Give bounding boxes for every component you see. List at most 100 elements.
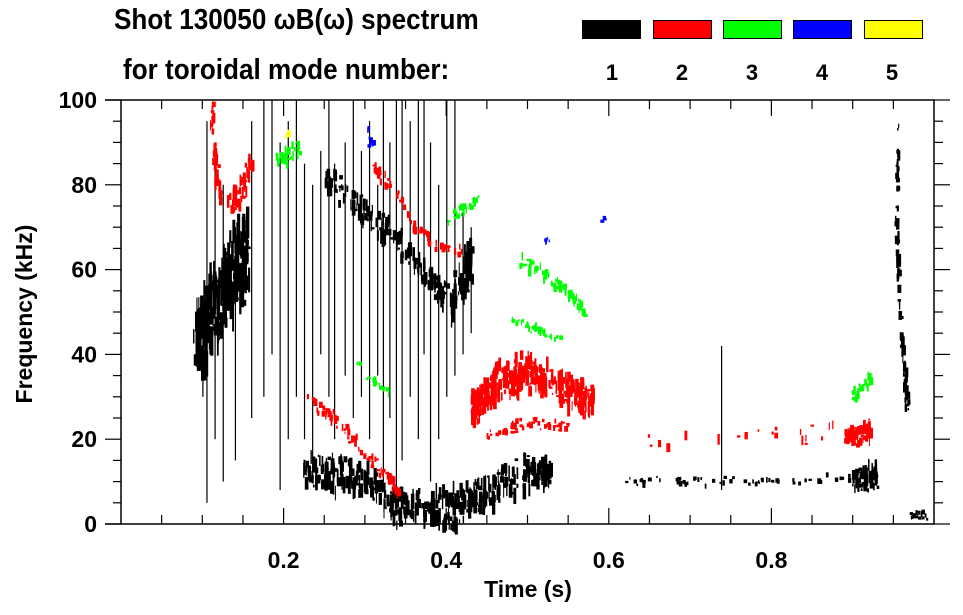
spectral-point-mode-1 [441,497,444,510]
spectral-point-mode-2 [561,421,565,424]
spectral-point-mode-2 [857,440,859,447]
spectral-point-mode-2 [540,372,545,386]
spectral-point-mode-1 [867,488,870,493]
spectral-point-mode-5 [286,132,288,135]
spectral-point-mode-1 [408,261,411,265]
spectral-point-mode-2 [314,398,318,405]
spectral-point-mode-1 [458,501,461,512]
spectral-point-mode-1 [443,291,447,295]
spectral-point-mode-2 [666,443,671,453]
spectral-point-mode-1 [237,245,240,265]
spectral-point-mode-2 [472,396,476,406]
spectral-point-mode-1 [636,483,639,487]
spectral-point-mode-1 [352,208,355,212]
spectral-point-mode-2 [588,396,592,405]
spectral-point-mode-2 [529,371,533,378]
spectral-point-mode-2 [371,453,374,461]
spectral-point-mode-1 [493,474,495,489]
spectral-point-mode-1 [531,480,535,486]
spectral-point-mode-1 [470,495,472,511]
spectral-point-mode-1 [215,316,219,323]
streak-mode-1 [263,100,265,397]
spectral-point-mode-3 [522,263,524,267]
spectral-point-mode-1 [406,247,411,259]
spectral-point-mode-2 [511,420,514,424]
spectral-point-mode-1 [452,288,455,299]
spectral-point-mode-2 [211,116,214,123]
spectral-point-mode-1 [399,486,404,502]
streak-mode-1 [454,100,456,376]
spectral-point-mode-1 [413,510,415,522]
spectral-point-mode-1 [435,482,438,499]
spectral-point-mode-2 [413,227,418,235]
spectral-point-mode-2 [647,434,651,438]
spectral-point-mode-2 [408,212,411,218]
spectral-point-mode-1 [366,475,370,486]
spectral-point-mode-1 [232,284,235,306]
spectral-point-mode-1 [222,277,226,301]
spectral-point-mode-2 [544,389,548,398]
spectral-point-mode-4 [548,239,550,243]
spectral-point-mode-1 [723,475,728,479]
spectral-point-mode-2 [549,386,553,389]
spectral-point-mode-3 [534,327,538,332]
spectral-point-mode-2 [736,435,741,438]
spectral-point-mode-1 [320,468,324,475]
spectral-point-mode-1 [231,259,234,269]
spectral-point-mode-3 [367,376,371,379]
spectral-point-mode-1 [204,340,207,359]
spectral-point-mode-2 [485,399,489,404]
spectral-point-mode-2 [313,397,316,404]
spectral-point-mode-1 [858,468,861,473]
spectral-point-mode-1 [215,271,217,276]
spectral-point-mode-2 [521,426,525,431]
spectral-point-mode-2 [542,418,545,423]
spectral-point-mode-2 [514,372,518,381]
spectral-point-mode-2 [862,432,864,444]
spectral-point-mode-1 [897,148,900,157]
spectral-point-mode-1 [434,288,436,293]
spectral-point-mode-1 [455,497,459,504]
spectral-point-mode-1 [909,512,914,515]
spectral-point-mode-2 [329,417,331,421]
spectral-point-mode-3 [556,279,561,285]
spectral-point-mode-1 [446,283,451,289]
spectral-point-mode-3 [296,154,299,160]
spectral-point-mode-2 [489,375,493,382]
spectral-point-mode-1 [378,479,382,483]
spectral-point-mode-3 [553,282,557,286]
spectral-point-mode-1 [390,503,393,511]
spectral-point-mode-1 [385,506,387,510]
spectral-point-mode-1 [333,168,336,181]
spectral-point-mode-1 [395,495,400,508]
spectral-point-mode-1 [196,297,198,328]
spectral-point-mode-3 [553,286,557,293]
spectral-point-mode-3 [858,383,861,387]
spectral-point-mode-1 [500,468,503,481]
spectral-point-mode-1 [372,497,375,501]
spectral-point-mode-1 [492,497,496,515]
spectral-point-mode-1 [440,286,445,299]
series-mode-1 [193,100,929,535]
spectral-point-mode-1 [902,372,905,377]
spectral-point-mode-3 [581,308,584,317]
spectral-point-mode-1 [342,193,345,204]
spectral-point-mode-1 [364,212,368,221]
series-mode-3 [275,140,874,403]
spectral-point-mode-3 [477,195,480,198]
spectral-point-mode-1 [229,304,234,320]
spectral-point-mode-1 [678,481,683,487]
spectral-point-mode-2 [579,382,582,400]
spectral-point-mode-2 [529,422,532,428]
legend-swatch-mode-4 [793,20,852,39]
spectral-point-mode-3 [463,209,465,217]
spectral-point-mode-1 [506,483,508,497]
spectral-point-mode-4 [544,238,548,242]
spectral-point-mode-1 [413,267,415,275]
spectral-point-mode-3 [548,335,551,338]
spectral-point-mode-1 [370,220,372,232]
spectral-point-mode-1 [684,482,687,488]
spectral-point-mode-1 [379,227,383,231]
spectral-point-mode-4 [600,219,605,223]
spectral-point-mode-1 [504,476,509,487]
